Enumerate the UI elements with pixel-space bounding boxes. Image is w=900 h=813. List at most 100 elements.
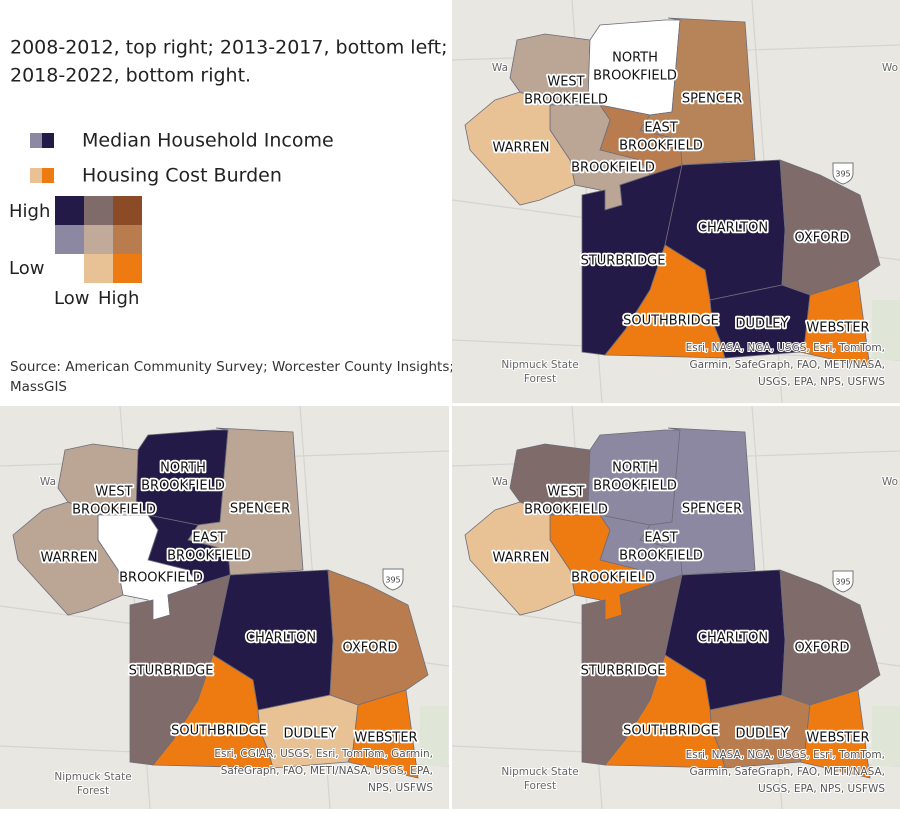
cell (84, 254, 113, 283)
town-label: WEBSTER (354, 731, 417, 746)
town-label: SOUTHBRIDGE (623, 314, 719, 329)
towns: WEST BROOKFIELD NORTH BROOKFIELD SPENCER EAST… (464, 17, 881, 369)
town-label: OXFORD (794, 641, 849, 656)
swatch (42, 133, 54, 148)
axis-label: High (98, 288, 139, 309)
attribution: NPS, USFWS (368, 782, 433, 794)
town-label: BROOKFIELD (524, 503, 608, 518)
town-label: WEBSTER (806, 731, 869, 746)
town-label: WEST (547, 485, 584, 500)
town-label: BROOKFIELD (119, 571, 203, 586)
town-label: DUDLEY (736, 317, 789, 332)
water (872, 300, 900, 360)
town-label: STURBRIDGE (581, 664, 666, 679)
attribution: SafeGraph, FAO, METI/NASA, USGS, EPA, (221, 765, 433, 777)
attribution: Garmin, SafeGraph, FAO, METI/NASA, (690, 359, 886, 371)
axis-label: Low (54, 288, 89, 309)
place-label: Wa (492, 62, 508, 74)
attribution: Esri, NASA, NGA, USGS, Esri, TomTom, (686, 749, 885, 761)
bivariate-grid (55, 196, 142, 283)
town-label: BROOKFIELD (593, 479, 677, 494)
town-label: DUDLEY (736, 727, 789, 742)
place-label: Wo (882, 62, 898, 74)
legend-panel: 2008-2012, top right; 2013-2017, bottom … (9, 37, 454, 396)
town-area (347, 689, 419, 779)
highway-shield (832, 570, 854, 593)
town-label: STURBRIDGE (129, 664, 214, 679)
town-label: BROOKFIELD (593, 69, 677, 84)
axis-label: Low (9, 258, 44, 279)
town-label: EAST (644, 121, 677, 136)
town-label: WARREN (40, 551, 97, 566)
swatch (30, 133, 42, 148)
town-area (464, 501, 576, 616)
attribution: Esri, CGIAR, USGS, Esri, TomTom, Garmin, (214, 748, 433, 760)
town-label: SOUTHBRIDGE (623, 724, 719, 739)
town-area (799, 279, 871, 369)
attribution: Esri, NASA, NGA, USGS, Esri, TomTom, (686, 342, 885, 354)
town-label: BROOKFIELD (524, 93, 608, 108)
town-label: WEBSTER (806, 321, 869, 336)
highway-number: 395 (385, 576, 400, 585)
source: MassGIS (10, 379, 67, 395)
town-label: NORTH (612, 461, 658, 476)
attribution: USGS, EPA, NPS, USFWS (758, 376, 885, 388)
place-label: Forest (77, 785, 109, 797)
cell (84, 225, 113, 254)
town-label: BROOKFIELD (619, 139, 703, 154)
town-label: SPENCER (682, 92, 742, 107)
cell (113, 196, 142, 225)
town-label: OXFORD (794, 231, 849, 246)
place-label: Nipmuck State (501, 359, 578, 371)
towns: WEST BROOKFIELD NORTH BROOKFIELD SPENCER EAST… (464, 427, 881, 779)
town-area (509, 443, 591, 516)
town-label: NORTH (160, 461, 206, 476)
town-label: WARREN (492, 551, 549, 566)
map-panel: WEST BROOKFIELD NORTH BROOKFIELD SPENCER EAST… (0, 406, 449, 809)
town-label: CHARLTON (698, 631, 768, 646)
place-label: Nipmuck State (501, 766, 578, 778)
cell (84, 196, 113, 225)
cell (113, 225, 142, 254)
swatch (42, 168, 54, 183)
town-label: BROOKFIELD (72, 503, 156, 518)
cell (55, 196, 84, 225)
attribution: USGS, EPA, NPS, USFWS (758, 783, 885, 795)
town-area (799, 689, 871, 779)
water (420, 706, 448, 766)
towns: WEST BROOKFIELD NORTH BROOKFIELD SPENCER EAST… (12, 427, 429, 779)
highway-number: 395 (835, 170, 850, 179)
town-label: BROOKFIELD (571, 161, 655, 176)
place-label: Forest (524, 373, 556, 385)
legend-burden: Housing Cost Burden (82, 165, 282, 187)
note: 2018-2022, bottom right. (10, 65, 251, 87)
place-label: Nipmuck State (54, 771, 131, 783)
town-label: BROOKFIELD (167, 549, 251, 564)
source: Source: American Community Survey; Worce… (10, 359, 454, 375)
place-label: Wo (882, 476, 898, 488)
place-label: Wa (492, 476, 508, 488)
highway-shield (832, 162, 854, 185)
town-label: SPENCER (682, 502, 742, 517)
highway-shield (382, 568, 404, 591)
cell (113, 254, 142, 283)
place-label: Wa (40, 476, 56, 488)
highway-number: 395 (835, 578, 850, 587)
town-label: SPENCER (230, 502, 290, 517)
town-label: BROOKFIELD (141, 479, 225, 494)
town-label: DUDLEY (284, 727, 337, 742)
town-label: CHARLTON (246, 631, 316, 646)
place-label: Forest (524, 780, 556, 792)
town-label: WEST (547, 75, 584, 90)
town-label: BROOKFIELD (571, 571, 655, 586)
town-area (12, 501, 124, 616)
town-area (464, 91, 576, 206)
town-label: NORTH (612, 51, 658, 66)
town-label: WEST (95, 485, 132, 500)
town-label: SOUTHBRIDGE (171, 724, 267, 739)
town-area (57, 443, 139, 516)
axis-label: High (9, 201, 50, 222)
swatch (30, 168, 42, 183)
attribution: Garmin, SafeGraph, FAO, METI/NASA, (690, 766, 886, 778)
